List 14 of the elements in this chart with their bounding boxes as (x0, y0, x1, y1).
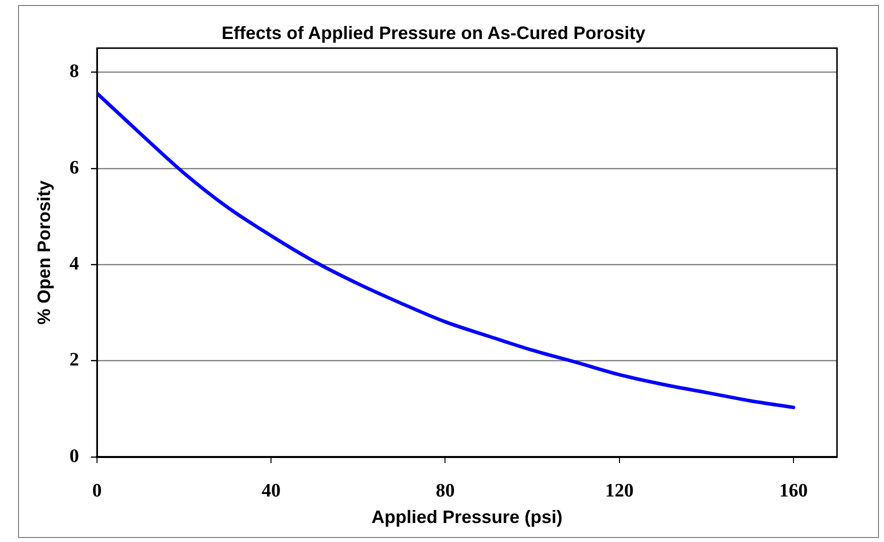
x-tick-label: 160 (779, 480, 808, 502)
y-tick-label: 0 (70, 446, 79, 467)
y-tick-label: 2 (70, 350, 79, 371)
chart-title: Effects of Applied Pressure on As-Cured Porosity (222, 22, 646, 43)
y-tick-label: 6 (70, 157, 79, 178)
y-tick-label: 4 (70, 253, 80, 274)
y-tick-label: 8 (70, 61, 79, 82)
x-axis-title: Applied Pressure (psi) (371, 507, 563, 528)
x-tick-label: 40 (262, 480, 281, 502)
x-tick-label: 80 (436, 480, 455, 502)
x-tick-label: 120 (605, 480, 634, 502)
line-series (97, 92, 796, 410)
x-tick-label: 0 (92, 480, 102, 502)
y-axis-title: % Open Porosity (34, 180, 54, 325)
